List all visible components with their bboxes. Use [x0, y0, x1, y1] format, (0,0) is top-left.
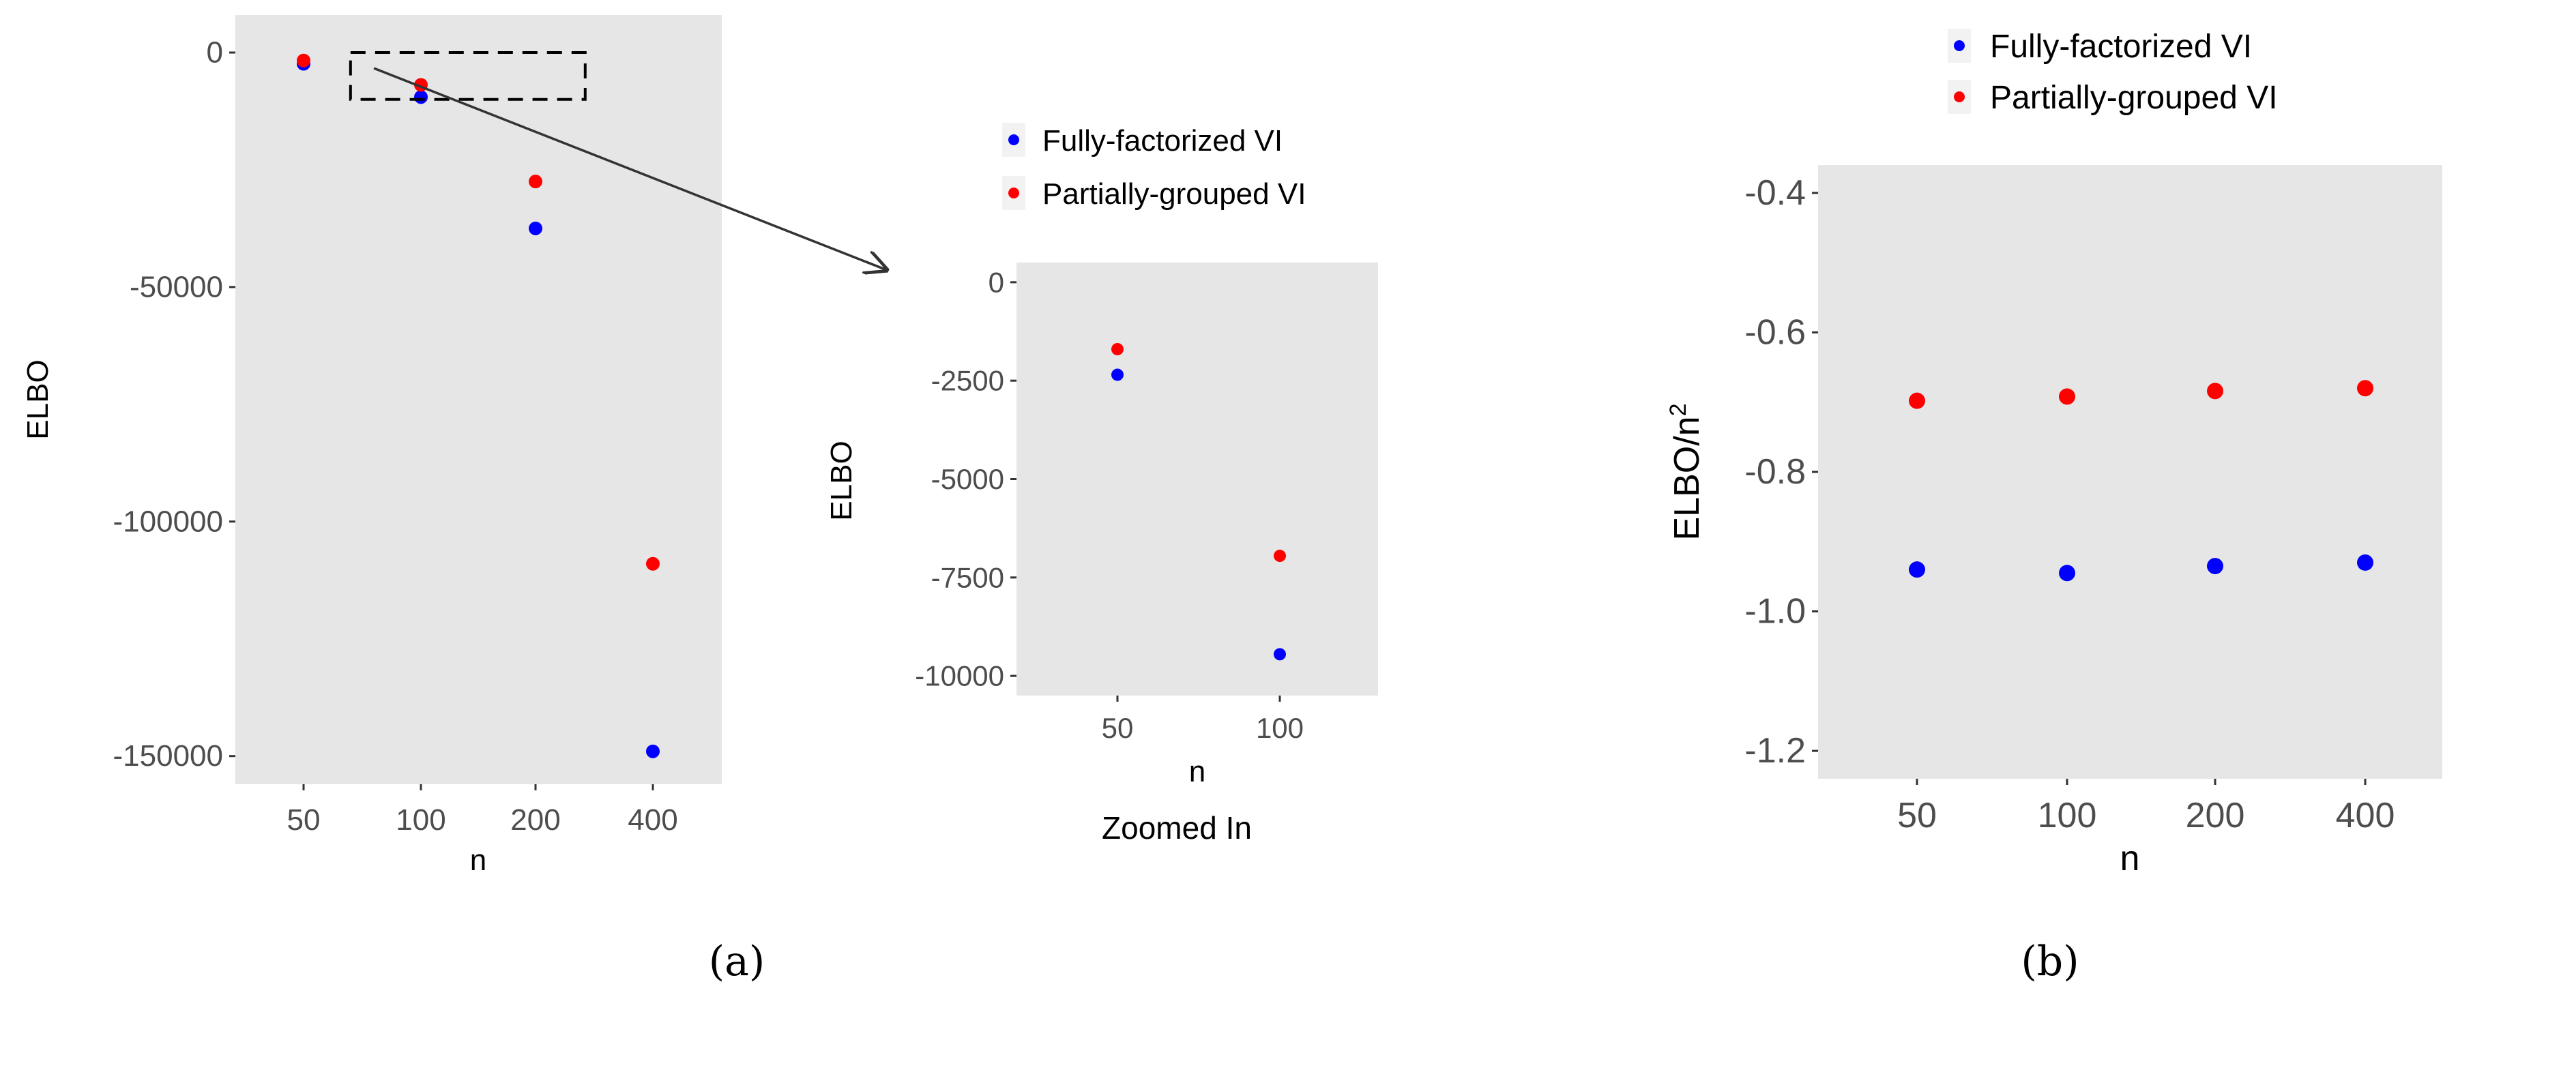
- legend-marker-partially-grouped: [1008, 188, 1019, 198]
- point-partially-grouped-vi: [2059, 388, 2075, 405]
- point-fully-factorized-vi: [1274, 648, 1286, 661]
- point-fully-factorized-vi: [2207, 558, 2223, 575]
- point-fully-factorized-vi: [646, 744, 660, 758]
- y-tick-label: -0.4: [1744, 173, 1806, 213]
- y-tick-label: -2500: [931, 365, 1004, 397]
- point-partially-grouped-vi: [1274, 550, 1286, 563]
- norm-legend: Fully-factorized VI Partially-grouped VI: [1948, 29, 2278, 116]
- point-partially-grouped-vi: [1909, 392, 1925, 409]
- zoom-y-axis-title: ELBO: [825, 441, 858, 520]
- x-tick-label: 50: [1897, 796, 1937, 835]
- main-x-ticks: 50 100 200 400: [287, 784, 678, 837]
- zoom-y-ticks: 0 -2500 -5000 -7500 -10000: [915, 266, 1016, 692]
- x-tick-label: 50: [1102, 712, 1134, 744]
- norm-y-axis-title-main: ELBO/n: [1667, 416, 1707, 540]
- elbo-main-plot: 0 -50000 -100000 -150000 50 100 200 400 ELBO n: [21, 15, 722, 877]
- main-y-ticks: 0 -50000 -100000 -150000: [113, 36, 235, 773]
- norm-y-axis-title-superscript: 2: [1665, 403, 1691, 416]
- x-tick-label: 50: [287, 803, 321, 837]
- point-partially-grouped-vi: [646, 556, 660, 571]
- y-tick-label: -10000: [915, 660, 1004, 692]
- zoom-plot-panel: [1016, 263, 1378, 696]
- point-partially-grouped-vi: [2207, 383, 2223, 400]
- x-tick-label: 200: [510, 803, 560, 837]
- main-x-axis-title: n: [470, 844, 486, 877]
- x-tick-label: 100: [1256, 712, 1304, 744]
- legend-label-partially-grouped: Partially-grouped VI: [1990, 80, 2278, 116]
- norm-y-axis-title: ELBO/n2: [1665, 403, 1707, 540]
- y-tick-label: 0: [989, 266, 1004, 298]
- y-tick-label: -1.2: [1744, 731, 1806, 771]
- point-partially-grouped-vi: [297, 53, 310, 68]
- norm-points: [1909, 380, 2373, 582]
- caption-a: (a): [709, 938, 765, 985]
- norm-plot-panel: [1818, 165, 2442, 779]
- y-tick-label: -5000: [931, 463, 1004, 495]
- point-fully-factorized-vi: [529, 221, 542, 235]
- y-tick-label: -7500: [931, 561, 1004, 593]
- y-tick-label: -0.6: [1744, 312, 1806, 352]
- main-y-axis-title: ELBO: [21, 359, 55, 439]
- zoom-points: [1111, 343, 1286, 661]
- norm-x-ticks: 50 100 200 400: [1897, 779, 2395, 835]
- point-partially-grouped-vi: [2357, 380, 2373, 397]
- zoom-x-axis-title: n: [1189, 755, 1205, 788]
- x-tick-label: 200: [2186, 796, 2245, 835]
- point-fully-factorized-vi: [1909, 561, 1925, 578]
- x-tick-label: 400: [2336, 796, 2395, 835]
- y-tick-label: -1.0: [1744, 592, 1806, 631]
- zoom-arrow: [373, 67, 887, 270]
- x-tick-label: 400: [628, 803, 677, 837]
- point-partially-grouped-vi: [529, 175, 542, 189]
- y-tick-label: -0.8: [1744, 452, 1806, 492]
- legend-label-partially-grouped: Partially-grouped VI: [1042, 177, 1306, 211]
- zoom-legend: Fully-factorized VI Partially-grouped VI: [1002, 123, 1306, 211]
- zoom-subtitle: Zoomed In: [1102, 810, 1252, 846]
- point-fully-factorized-vi: [2357, 554, 2373, 571]
- x-tick-label: 100: [396, 803, 445, 837]
- point-fully-factorized-vi: [2059, 565, 2075, 582]
- norm-y-ticks: -0.4 -0.6 -0.8 -1.0 -1.2: [1744, 173, 1818, 771]
- zoom-region-box: [349, 51, 587, 101]
- legend-marker-partially-grouped: [1954, 91, 1965, 102]
- legend-label-fully-factorized: Fully-factorized VI: [1042, 124, 1283, 158]
- elbo-zoom-plot: Fully-factorized VI Partially-grouped VI…: [825, 123, 1378, 846]
- elbo-normalized-plot: Fully-factorized VI Partially-grouped VI…: [1665, 29, 2442, 878]
- norm-x-axis-title: n: [2120, 839, 2140, 878]
- y-tick-label: -50000: [130, 270, 223, 303]
- y-tick-label: -100000: [113, 505, 223, 538]
- main-plot-panel: [235, 15, 722, 784]
- caption-b: (b): [2021, 938, 2079, 985]
- legend-marker-fully-factorized: [1008, 134, 1019, 145]
- point-fully-factorized-vi: [414, 90, 428, 104]
- point-partially-grouped-vi: [1111, 343, 1124, 355]
- x-tick-label: 100: [2038, 796, 2097, 835]
- point-fully-factorized-vi: [1111, 368, 1124, 381]
- legend-label-fully-factorized: Fully-factorized VI: [1990, 29, 2252, 65]
- zoom-x-ticks: 50 100: [1102, 696, 1304, 744]
- y-tick-label: -150000: [113, 739, 223, 773]
- legend-marker-fully-factorized: [1954, 40, 1965, 51]
- y-tick-label: 0: [207, 36, 223, 70]
